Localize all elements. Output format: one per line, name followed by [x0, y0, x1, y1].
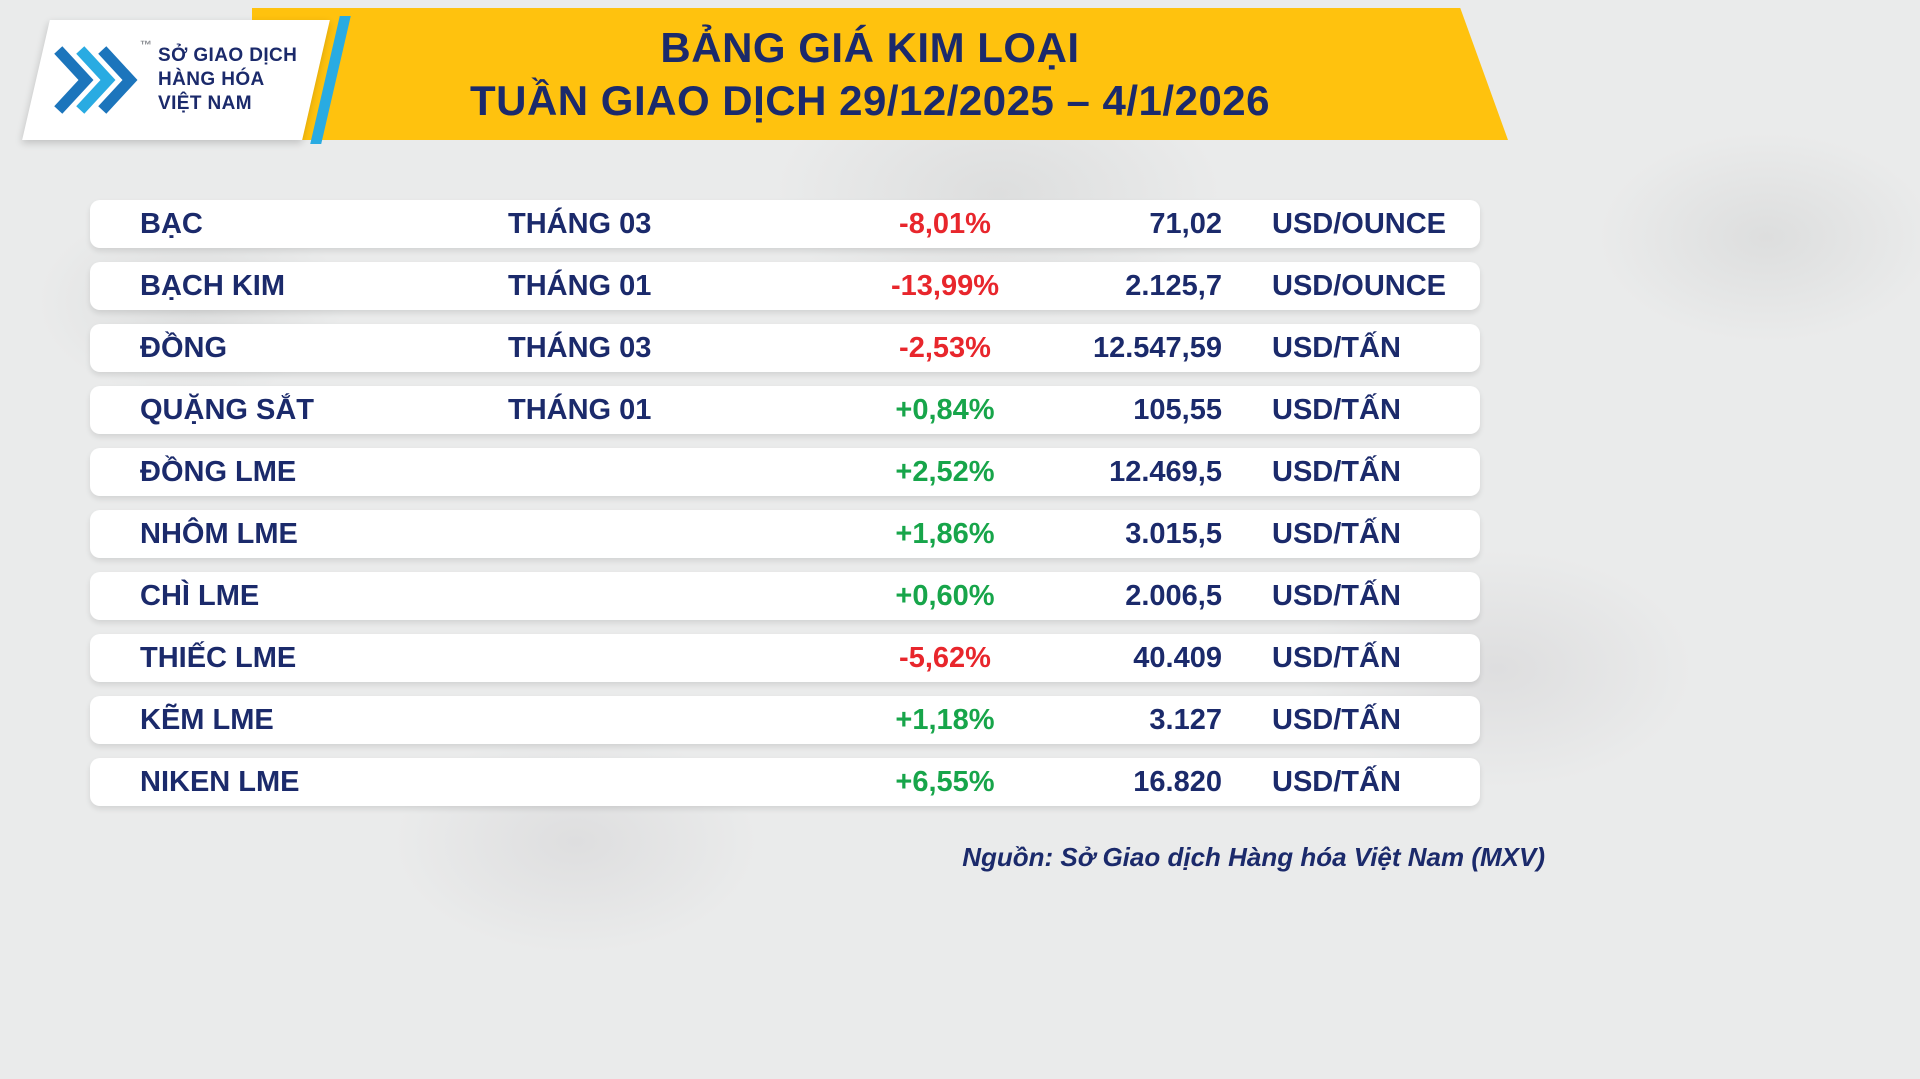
- table-row: BẠC THÁNG 03 -8,01% 71,02 USD/OUNCE: [90, 200, 1480, 248]
- price-value: 12.469,5: [1109, 455, 1222, 488]
- price-unit: USD/TẤN: [1272, 765, 1401, 798]
- price-unit: USD/OUNCE: [1272, 269, 1447, 302]
- contract-month: THÁNG 01: [508, 393, 652, 426]
- table-row: NHÔM LME +1,86% 3.015,5 USD/TẤN: [90, 510, 1480, 558]
- price-value: 2.006,5: [1125, 579, 1222, 612]
- price-unit: USD/TẤN: [1272, 641, 1401, 674]
- trademark-symbol: ™: [140, 38, 152, 52]
- commodity-name: BẠC: [140, 207, 203, 240]
- percent-change: +1,18%: [895, 703, 995, 736]
- price-value: 71,02: [1149, 207, 1222, 240]
- price-value: 40.409: [1133, 641, 1222, 674]
- price-unit: USD/TẤN: [1272, 455, 1401, 488]
- source-note: Nguồn: Sở Giao dịch Hàng hóa Việt Nam (M…: [962, 842, 1545, 872]
- percent-change: +2,52%: [895, 455, 995, 488]
- logo-org-line1: SỞ GIAO DỊCH: [158, 45, 298, 66]
- contract-month: THÁNG 03: [508, 207, 652, 240]
- price-unit: USD/TẤN: [1272, 393, 1401, 426]
- page-title: BẢNG GIÁ KIM LOẠI TUẦN GIAO DỊCH 29/12/2…: [300, 16, 1440, 132]
- table-row: ĐỒNG LME +2,52% 12.469,5 USD/TẤN: [90, 448, 1480, 496]
- price-value: 16.820: [1133, 765, 1222, 798]
- contract-month: THÁNG 03: [508, 331, 652, 364]
- commodity-name: NIKEN LME: [140, 765, 300, 798]
- percent-change: +0,84%: [895, 393, 995, 426]
- percent-change: -2,53%: [899, 331, 991, 364]
- logo-content: ™ SỞ GIAO DỊCH HÀNG HÓA VIỆT NAM: [52, 36, 302, 124]
- header-banner: [252, 8, 1508, 140]
- commodity-name: QUẶNG SẮT: [140, 393, 314, 426]
- percent-change: +6,55%: [895, 765, 995, 798]
- price-value: 2.125,7: [1125, 269, 1222, 302]
- commodity-name: ĐỒNG LME: [140, 455, 297, 488]
- price-unit: USD/TẤN: [1272, 517, 1401, 550]
- price-unit: USD/TẤN: [1272, 331, 1401, 364]
- commodity-name: ĐỒNG: [140, 331, 227, 364]
- percent-change: -8,01%: [899, 207, 991, 240]
- page-title-line2: TUẦN GIAO DỊCH 29/12/2025 – 4/1/2026: [469, 77, 1271, 124]
- logo-org-line2: HÀNG HÓA: [158, 69, 265, 90]
- price-value: 12.547,59: [1092, 331, 1222, 364]
- logo-org-name: SỞ GIAO DỊCH HÀNG HÓA VIỆT NAM: [158, 44, 297, 116]
- percent-change: -5,62%: [899, 641, 991, 674]
- price-value: 3.015,5: [1125, 517, 1222, 550]
- price-unit: USD/OUNCE: [1272, 207, 1447, 240]
- percent-change: +0,60%: [895, 579, 995, 612]
- commodity-name: THIẾC LME: [140, 641, 297, 674]
- commodity-name: BẠCH KIM: [140, 269, 285, 302]
- mxv-logo: ™ SỞ GIAO DỊCH HÀNG HÓA VIỆT NAM: [22, 16, 351, 144]
- commodity-name: KẼM LME: [140, 703, 274, 736]
- table-row: THIẾC LME -5,62% 40.409 USD/TẤN: [90, 634, 1480, 682]
- price-value: 3.127: [1149, 703, 1222, 736]
- logo-org-line3: VIỆT NAM: [158, 93, 252, 114]
- commodity-name: CHÌ LME: [140, 579, 260, 612]
- page-title-line1: BẢNG GIÁ KIM LOẠI: [660, 24, 1080, 71]
- table-row: ĐỒNG THÁNG 03 -2,53% 12.547,59 USD/TẤN: [90, 324, 1480, 372]
- price-value: 105,55: [1133, 393, 1222, 426]
- table-row: NIKEN LME +6,55% 16.820 USD/TẤN: [90, 758, 1480, 806]
- percent-change: -13,99%: [890, 269, 999, 302]
- table-row: QUẶNG SẮT THÁNG 01 +0,84% 105,55 USD/TẤN: [90, 386, 1480, 434]
- price-unit: USD/TẤN: [1272, 579, 1401, 612]
- table-row: BẠCH KIM THÁNG 01 -13,99% 2.125,7 USD/OUNCE: [90, 262, 1480, 310]
- table-row: CHÌ LME +0,60% 2.006,5 USD/TẤN: [90, 572, 1480, 620]
- price-unit: USD/TẤN: [1272, 703, 1401, 736]
- price-table: BẠC THÁNG 03 -8,01% 71,02 USD/OUNCE BẠCH KIM T…: [90, 200, 1480, 806]
- table-row: KẼM LME +1,18% 3.127 USD/TẤN: [90, 696, 1480, 744]
- commodity-name: NHÔM LME: [140, 517, 298, 550]
- contract-month: THÁNG 01: [508, 269, 652, 302]
- mxv-chevrons-icon: ™: [52, 38, 152, 120]
- percent-change: +1,86%: [895, 517, 995, 550]
